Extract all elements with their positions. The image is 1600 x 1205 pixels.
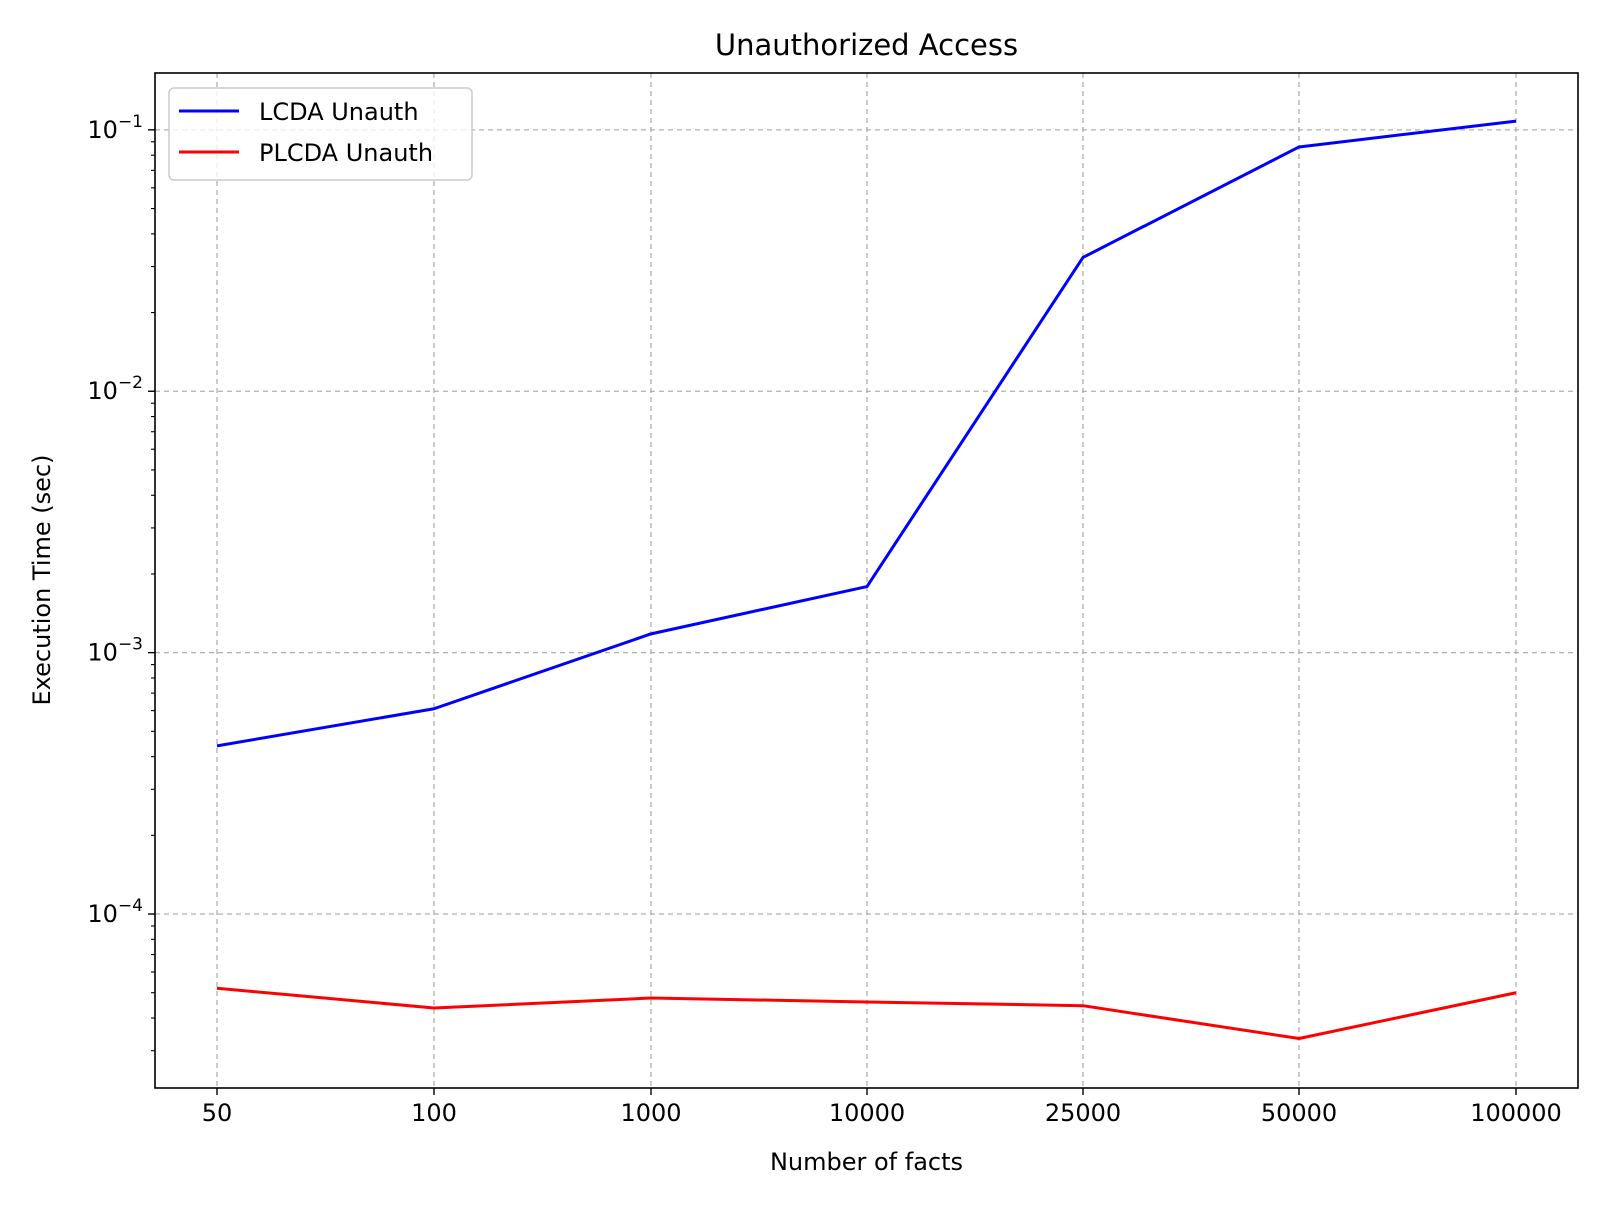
x-tick-label: 1000 <box>620 1099 681 1127</box>
x-tick-label: 100 <box>411 1099 457 1127</box>
series-line-plcda-unauth <box>216 986 1517 1041</box>
series-line-lcda-unauth <box>216 119 1517 748</box>
x-tick-label: 100000 <box>1470 1099 1562 1127</box>
legend-label-lcda-unauth: LCDA Unauth <box>259 98 419 126</box>
x-tick-label: 50000 <box>1261 1099 1337 1127</box>
legend-label-plcda-unauth: PLCDA Unauth <box>259 139 433 167</box>
x-tick-label: 50 <box>202 1099 233 1127</box>
y-tick-label: 10−2 <box>87 373 143 405</box>
chart-title: Unauthorized Access <box>715 28 1018 62</box>
series-layer <box>216 119 1517 1041</box>
y-axis-label: Execution Time (sec) <box>28 455 56 706</box>
tick-layer: 50 100 1000 10000 25000 50000 100000 10−4 10−3 10… <box>87 112 1561 1127</box>
y-tick-label: 10−3 <box>87 635 143 667</box>
x-axis-label: Number of facts <box>770 1148 963 1176</box>
legend: LCDA Unauth PLCDA Unauth <box>168 87 473 181</box>
y-tick-label: 10−1 <box>87 112 143 144</box>
x-tick-label: 10000 <box>829 1099 905 1127</box>
x-tick-label: 25000 <box>1045 1099 1121 1127</box>
legend-box <box>168 87 473 181</box>
grid-layer <box>155 73 1578 1088</box>
y-tick-label: 10−4 <box>87 896 143 928</box>
